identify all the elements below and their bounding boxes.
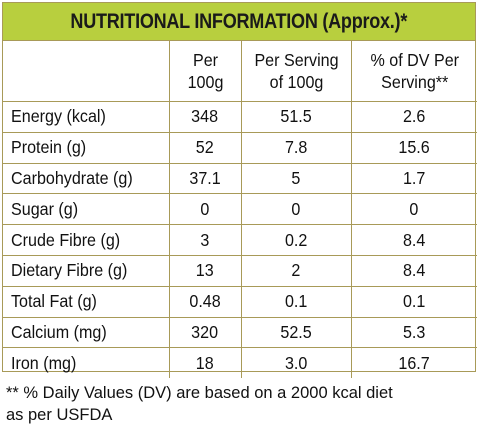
value-per-serving: 52.5 [240,316,352,349]
value-per-serving: 7.8 [240,131,352,164]
nutrient-label: Sugar (g) [3,193,170,226]
nutrient-label: Iron (mg) [3,347,170,379]
value-per-100g: 18 [168,347,242,379]
nutrient-label: Crude Fibre (g) [3,224,170,256]
footnote-line-1: ** % Daily Values (DV) are based on a 20… [6,384,393,402]
table-row: Crude Fibre (g) 3 0.2 8.4 [3,224,477,256]
table-row: Calcium (mg) 320 52.5 5.3 [3,316,477,349]
value-per-100g: 3 [168,224,242,256]
value-per-100g: 0.48 [168,285,242,318]
header-dv-per-serving: % of DV Per Serving** [350,41,477,102]
value-dv: 5.3 [350,316,477,349]
nutrition-title: NUTRITIONAL INFORMATION (Approx.)* [70,9,408,33]
footnote-line-2: as per USFDA [6,406,113,424]
value-dv: 0 [350,193,477,226]
value-dv: 15.6 [350,131,477,164]
header-per-100g: Per 100g [168,41,242,102]
value-dv: 8.4 [350,254,477,287]
value-dv: 16.7 [350,347,477,379]
header-per-serving: Per Serving of 100g [240,41,352,102]
value-per-serving: 0 [240,193,352,226]
table-row: Iron (mg) 18 3.0 16.7 [3,347,477,379]
table-header-row: Per 100g Per Serving of 100g % of DV Per… [3,41,477,102]
nutrient-label: Total Fat (g) [3,285,170,318]
value-per-serving: 51.5 [240,101,352,133]
value-dv: 0.1 [350,285,477,318]
dv-footnote: ** % Daily Values (DV) are based on a 20… [6,382,474,426]
value-per-serving: 0.1 [240,285,352,318]
value-dv: 1.7 [350,162,477,195]
nutrition-panel: NUTRITIONAL INFORMATION (Approx.)* Per 1… [2,2,477,379]
table-row: Total Fat (g) 0.48 0.1 0.1 [3,285,477,318]
nutrient-label: Calcium (mg) [3,316,170,349]
value-per-100g: 13 [168,254,242,287]
header-nutrient [3,41,170,102]
value-per-serving: 2 [240,254,352,287]
table-row: Protein (g) 52 7.8 15.6 [3,131,477,164]
value-dv: 2.6 [350,101,477,133]
table-row: Carbohydrate (g) 37.1 5 1.7 [3,162,477,195]
nutrient-label: Protein (g) [3,131,170,164]
table-row: Sugar (g) 0 0 0 [3,193,477,226]
value-per-serving: 0.2 [240,224,352,256]
title-bar: NUTRITIONAL INFORMATION (Approx.)* [3,3,475,41]
nutrient-label: Dietary Fibre (g) [3,254,170,287]
nutrient-label: Energy (kcal) [3,101,170,133]
value-per-serving: 5 [240,162,352,195]
value-per-100g: 37.1 [168,162,242,195]
value-dv: 8.4 [350,224,477,256]
value-per-serving: 3.0 [240,347,352,379]
value-per-100g: 348 [168,101,242,133]
value-per-100g: 0 [168,193,242,226]
table-row: Dietary Fibre (g) 13 2 8.4 [3,254,477,287]
value-per-100g: 52 [168,131,242,164]
value-per-100g: 320 [168,316,242,349]
nutrient-label: Carbohydrate (g) [3,162,170,195]
nutrition-table: Per 100g Per Serving of 100g % of DV Per… [3,41,477,379]
table-row: Energy (kcal) 348 51.5 2.6 [3,101,477,133]
